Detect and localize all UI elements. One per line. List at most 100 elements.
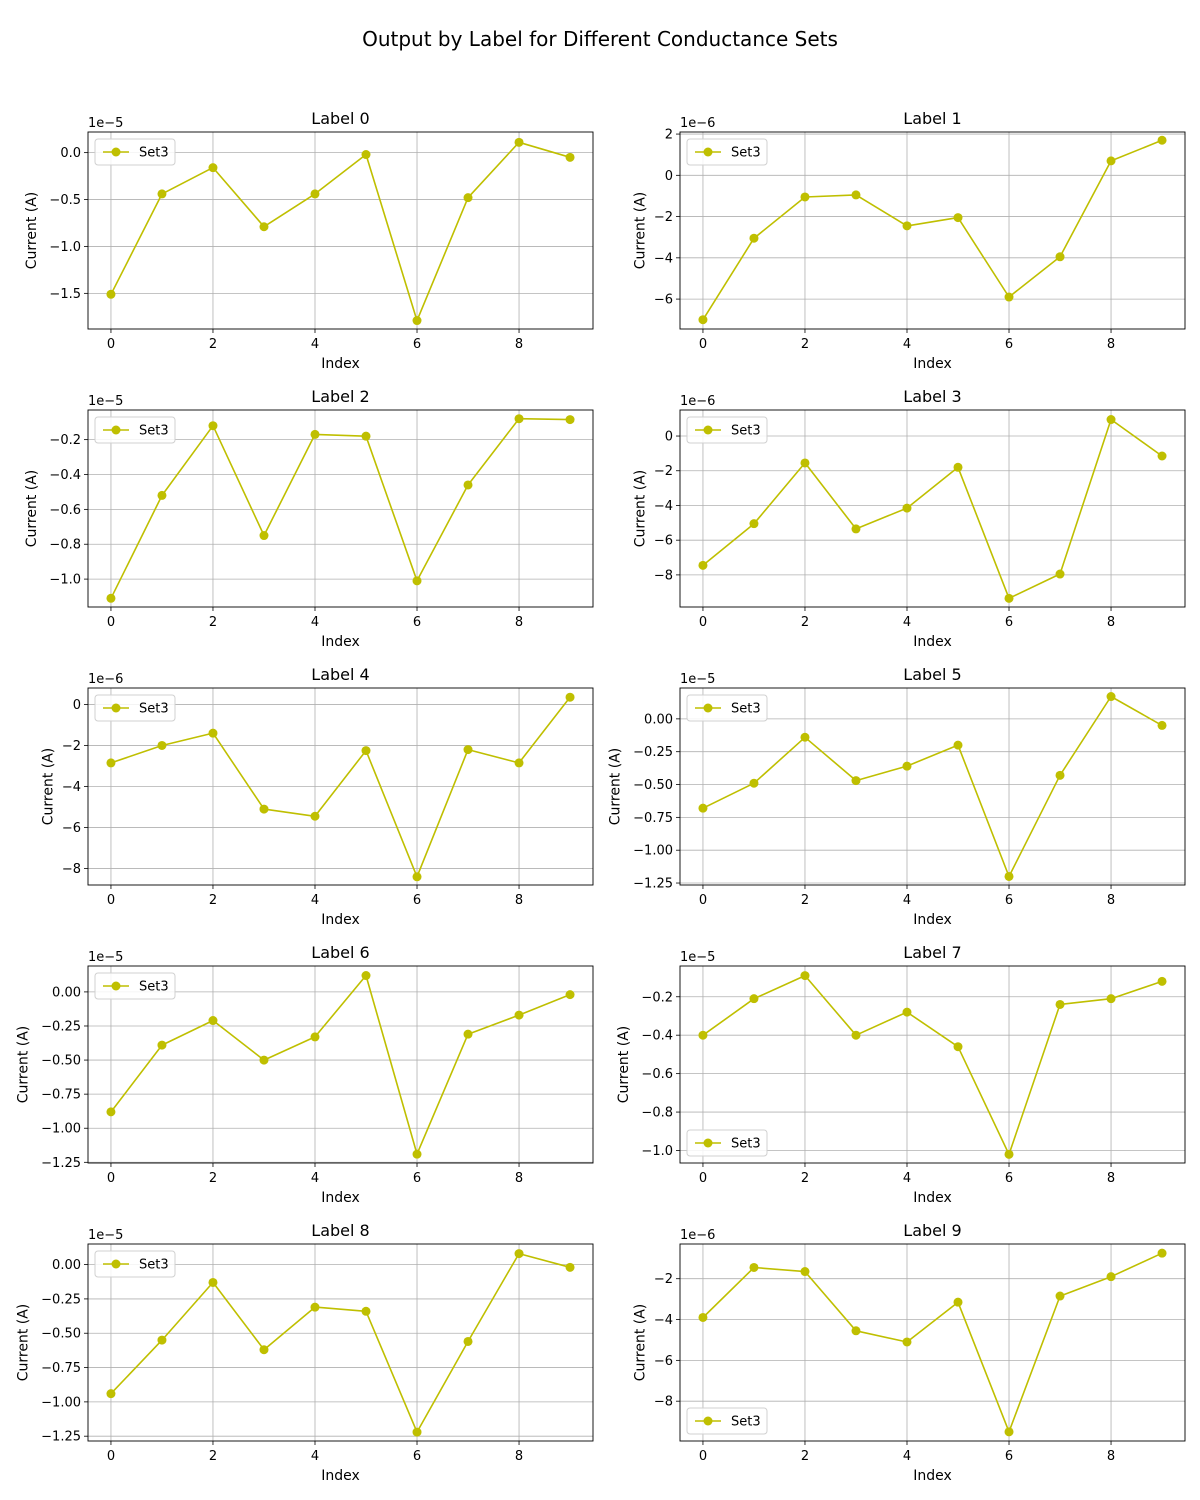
x-tick-label: 6 [1005, 1171, 1013, 1186]
x-tick-label: 8 [1107, 1171, 1115, 1186]
data-point [412, 1427, 422, 1437]
subplot-title: Label 0 [311, 109, 369, 128]
legend-marker [703, 1416, 713, 1426]
axes-frame [679, 131, 1186, 330]
data-point [361, 971, 371, 981]
subplot-3: 0 2 4 6 8 0 −2 −4 −6 −8 Label 3 1e−6 Index Current (A… [632, 387, 1186, 650]
data-point [412, 1149, 422, 1159]
x-tick-label: 8 [1107, 1449, 1115, 1464]
x-tick-label: 2 [209, 615, 217, 630]
data-point [361, 150, 371, 160]
y-offset-text: 1e−5 [88, 116, 123, 131]
x-tick-label: 8 [1107, 615, 1115, 630]
x-tick-label: 0 [107, 1171, 115, 1186]
y-tick-label: 0.00 [644, 712, 673, 727]
data-point [1106, 1272, 1116, 1282]
x-tick-label: 4 [311, 893, 319, 908]
data-point [514, 1010, 524, 1020]
y-tick-label: −0.25 [41, 1019, 81, 1034]
x-axis-label: Index [913, 912, 952, 928]
data-point [565, 1262, 575, 1272]
y-offset-text: 1e−5 [88, 1228, 123, 1243]
x-tick-label: 6 [1005, 893, 1013, 908]
y-tick-label: −1.00 [41, 1395, 81, 1410]
legend-box [94, 416, 176, 444]
data-point [851, 190, 861, 200]
data-point [953, 1042, 963, 1052]
data-point [800, 458, 810, 468]
subplot-title: Label 5 [903, 665, 961, 684]
y-axis-label: Current (A) [632, 192, 648, 270]
x-tick-label: 0 [107, 337, 115, 352]
y-tick-label: −0.6 [641, 1067, 673, 1082]
y-tick-label: −1.25 [41, 1430, 81, 1445]
data-point [412, 576, 422, 586]
x-tick-label: 4 [903, 893, 911, 908]
x-axis-label: Index [321, 912, 360, 928]
data-point [698, 1030, 708, 1040]
x-tick-label: 6 [1005, 1449, 1013, 1464]
data-point [310, 1302, 320, 1312]
subplot-6: 0 2 4 6 8 0.00 −0.25 −0.50 −0.75 −1.00 −1.25 Label … [16, 943, 594, 1206]
data-point [463, 745, 473, 755]
x-tick-label: 8 [515, 1171, 523, 1186]
legend: Set3 [94, 694, 176, 722]
legend-box [686, 1407, 768, 1435]
y-tick-label: −0.75 [41, 1088, 81, 1103]
legend: Set3 [686, 416, 768, 444]
y-tick-label: −6 [654, 534, 673, 549]
y-tick-label: −2 [654, 210, 673, 225]
series-line [110, 417, 571, 599]
subplot-5: 0 2 4 6 8 0.00 −0.25 −0.50 −0.75 −1.00 −1.25 Label … [608, 665, 1186, 928]
y-tick-label: −0.25 [633, 745, 673, 760]
axes-frame [87, 409, 594, 608]
series-line [110, 141, 571, 322]
data-point [514, 1249, 524, 1259]
legend-marker [111, 425, 121, 435]
data-point [208, 163, 218, 173]
data-point [749, 519, 759, 529]
x-tick-label: 0 [107, 615, 115, 630]
legend: Set3 [94, 1250, 176, 1278]
legend-label: Set3 [731, 702, 761, 717]
subplot-1: 0 2 4 6 8 2 0 −2 −4 −6 Label 1 1e−6 Index Current (A)… [632, 109, 1186, 372]
data-point [463, 193, 473, 203]
y-offset-text: 1e−5 [680, 672, 715, 687]
y-tick-label: −4 [62, 780, 81, 795]
y-tick-label: 0.00 [52, 1258, 81, 1273]
legend: Set3 [686, 1129, 768, 1157]
x-tick-label: 4 [903, 337, 911, 352]
legend-marker [111, 147, 121, 157]
legend-label: Set3 [731, 424, 761, 439]
data-point [1004, 593, 1014, 603]
subplot-7: 0 2 4 6 8 −0.2 −0.4 −0.6 −0.8 −1.0 Label 7 1e−5 Inde… [616, 943, 1186, 1206]
x-tick-label: 2 [801, 1171, 809, 1186]
x-axis-label: Index [913, 1468, 952, 1484]
x-tick-label: 4 [311, 615, 319, 630]
data-point [1055, 999, 1065, 1009]
x-tick-label: 4 [311, 1171, 319, 1186]
data-point [412, 872, 422, 882]
axes-frame [679, 965, 1186, 1164]
y-offset-text: 1e−6 [88, 672, 123, 687]
data-point [851, 776, 861, 786]
y-tick-label: −8 [62, 862, 81, 877]
x-tick-label: 8 [1107, 893, 1115, 908]
data-point [800, 732, 810, 742]
y-tick-label: −0.50 [633, 778, 673, 793]
data-point [800, 192, 810, 202]
legend-box [94, 694, 176, 722]
data-point [361, 746, 371, 756]
data-point [1004, 871, 1014, 881]
x-tick-label: 6 [413, 1171, 421, 1186]
legend-box [686, 1129, 768, 1157]
data-point [1004, 1149, 1014, 1159]
x-tick-label: 6 [413, 615, 421, 630]
legend-label: Set3 [731, 1137, 761, 1152]
data-point [310, 1032, 320, 1042]
x-tick-label: 8 [515, 893, 523, 908]
y-tick-label: 0 [73, 698, 81, 713]
data-point [749, 778, 759, 788]
legend: Set3 [94, 138, 176, 166]
legend: Set3 [94, 972, 176, 1000]
